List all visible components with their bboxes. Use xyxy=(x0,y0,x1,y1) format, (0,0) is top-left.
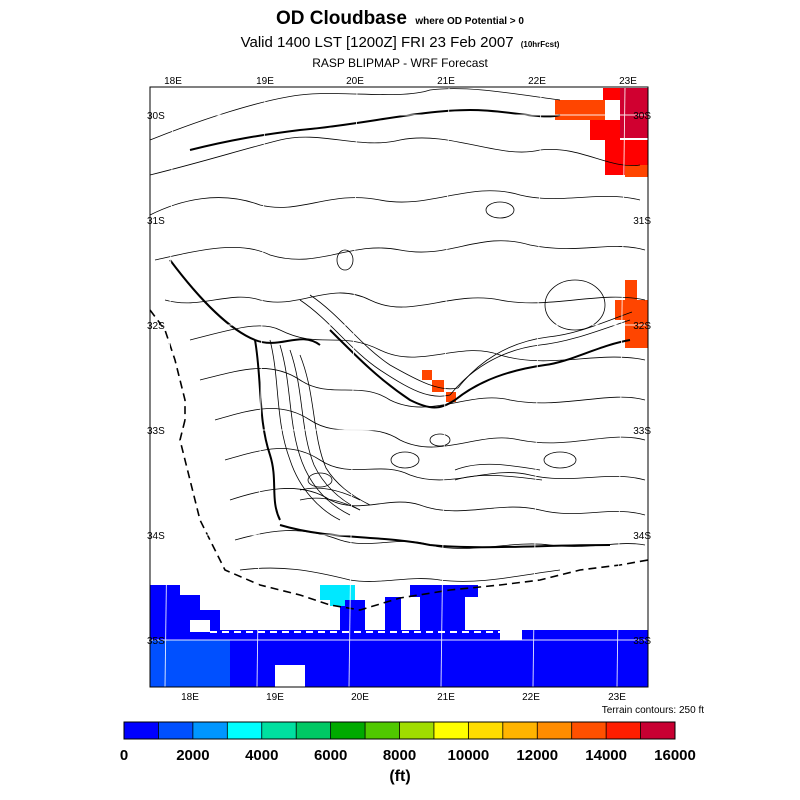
graticule xyxy=(150,86,648,688)
no-data-cell xyxy=(275,665,305,687)
colorbar-swatch xyxy=(502,722,538,739)
valid-time-text: Valid 1400 LST [1200Z] FRI 23 Feb 2007 xyxy=(240,34,514,51)
latitude-labels-right: 30S 31S 32S 33S 34S 35S xyxy=(633,111,651,647)
terrain-contours xyxy=(149,88,646,582)
colorbar-units: (ft) xyxy=(389,768,411,785)
lat-left-label: 31S xyxy=(147,216,165,227)
colorbar-tick-label: 12000 xyxy=(516,747,558,764)
lat-left-label: 34S xyxy=(147,531,165,542)
colorbar-tick-label: 2000 xyxy=(176,747,209,764)
lat-left-label: 35S xyxy=(147,636,165,647)
forecast-note: (10hrFcst) xyxy=(520,40,560,49)
lat-right-label: 35S xyxy=(633,636,651,647)
longitude-labels-bottom: 18E 19E 20E 21E 22E 23E xyxy=(181,692,626,703)
lon-bottom-label: 18E xyxy=(181,692,199,703)
colorbar-swatch xyxy=(640,722,676,739)
colorbar-swatch xyxy=(330,722,366,739)
cloudbase-cell xyxy=(555,100,605,120)
lon-top-label: 22E xyxy=(528,76,546,87)
cloudbase-cell xyxy=(330,598,345,606)
lat-left-label: 32S xyxy=(147,321,165,332)
colorbar-labels: 0 2000 4000 6000 8000 10000 12000 14000 16000 xyxy=(120,747,696,764)
colorbar-tick-label: 10000 xyxy=(448,747,490,764)
cloudbase-cell xyxy=(422,370,432,380)
colorbar-swatch xyxy=(124,722,159,739)
meridian-line xyxy=(616,86,626,688)
colorbar-swatch xyxy=(192,722,228,739)
longitude-labels-top: 18E 19E 20E 21E 22E 23E xyxy=(164,76,637,87)
no-data-cell xyxy=(190,620,210,632)
cloudbase-cell xyxy=(385,597,401,637)
no-data-cell xyxy=(500,625,522,640)
latitude-labels-left: 30S 31S 32S 33S 34S 35S xyxy=(147,111,165,647)
coastline xyxy=(179,419,649,611)
colorbar-swatch xyxy=(158,722,194,739)
cloudbase-cell xyxy=(446,392,456,402)
colorbar-swatch xyxy=(365,722,400,739)
cloudbase-cell xyxy=(625,165,648,177)
cloudbase-cell xyxy=(590,120,620,140)
colorbar-swatch xyxy=(433,722,469,739)
colorbar-tick-label: 14000 xyxy=(585,747,627,764)
forecast-source: RASP BLIPMAP - WRF Forecast xyxy=(312,56,488,70)
cloudbase-cell xyxy=(150,640,230,687)
cloudbase-fill-layer xyxy=(150,88,648,687)
lon-top-label: 20E xyxy=(346,76,364,87)
colorbar xyxy=(123,721,676,740)
colorbar-swatch xyxy=(227,722,263,739)
valid-time: Valid 1400 LST [1200Z] FRI 23 Feb 2007 (… xyxy=(0,34,800,51)
title-note: where OD Potential > 0 xyxy=(415,16,524,27)
cloudbase-cell xyxy=(365,630,395,687)
lat-right-label: 32S xyxy=(633,321,651,332)
lon-bottom-label: 21E xyxy=(437,692,455,703)
lat-left-label: 30S xyxy=(147,111,165,122)
cloudbase-cell xyxy=(525,630,648,687)
colorbar-tick-label: 0 xyxy=(120,747,128,764)
terrain-contour-note: Terrain contours: 250 ft xyxy=(601,705,704,716)
map-frame xyxy=(149,86,649,688)
colorbar-swatch xyxy=(571,722,607,739)
colorbar-swatch xyxy=(468,722,504,739)
colorbar-swatch xyxy=(537,722,573,739)
terrain-contours-major xyxy=(169,108,631,549)
lat-right-label: 31S xyxy=(633,216,651,227)
colorbar-swatch xyxy=(296,722,332,739)
cloudbase-cell xyxy=(340,600,365,687)
cloudbase-cell xyxy=(603,88,623,100)
lon-top-label: 19E xyxy=(256,76,274,87)
lon-bottom-label: 22E xyxy=(522,692,540,703)
lon-bottom-label: 19E xyxy=(266,692,284,703)
title-text: OD Cloudbase xyxy=(275,8,407,29)
cloudbase-cell xyxy=(625,320,648,348)
colorbar-tick-label: 4000 xyxy=(245,747,278,764)
cloudbase-cell xyxy=(432,380,444,392)
lon-top-label: 18E xyxy=(164,76,182,87)
cloudbase-cell xyxy=(615,300,648,320)
meridian-line xyxy=(440,86,450,688)
colorbar-tick-label: 6000 xyxy=(314,747,347,764)
meridian-line xyxy=(532,86,542,688)
colorbar-swatch xyxy=(399,722,435,739)
lat-right-label: 33S xyxy=(633,426,651,437)
lat-right-label: 30S xyxy=(633,111,651,122)
meridian-line xyxy=(348,86,358,688)
map-title: OD Cloudbase where OD Potential > 0 xyxy=(0,8,800,30)
lon-bottom-label: 23E xyxy=(608,692,626,703)
colorbar-tick-label: 8000 xyxy=(383,747,416,764)
meridian-line xyxy=(256,86,266,688)
colorbar-swatch xyxy=(606,722,641,739)
cloudbase-cell xyxy=(320,585,355,600)
lon-bottom-label: 20E xyxy=(351,692,369,703)
colorbar-swatch xyxy=(261,722,297,739)
lat-right-label: 34S xyxy=(633,531,651,542)
cloudbase-cell xyxy=(410,585,478,597)
lon-top-label: 23E xyxy=(619,76,637,87)
meridian-line xyxy=(164,86,174,688)
lon-top-label: 21E xyxy=(437,76,455,87)
lat-left-label: 33S xyxy=(147,426,165,437)
colorbar-tick-label: 16000 xyxy=(654,747,696,764)
coastline-west xyxy=(149,309,186,420)
